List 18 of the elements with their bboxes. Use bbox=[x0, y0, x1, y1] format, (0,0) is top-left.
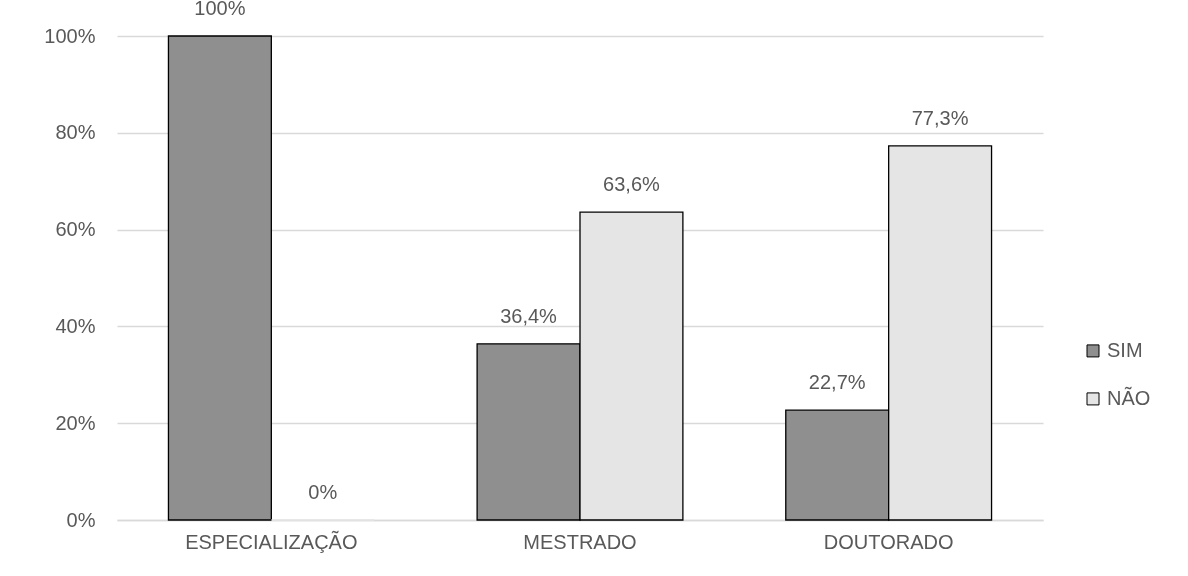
y-tick-label: 80% bbox=[55, 121, 96, 144]
x-tick-label: DOUTORADO bbox=[823, 530, 954, 553]
data-label: 36,4% bbox=[500, 304, 558, 327]
y-tick-label: 0% bbox=[66, 508, 96, 531]
y-tick-label: 60% bbox=[55, 218, 96, 241]
legend-label: NÃO bbox=[1107, 385, 1151, 409]
data-label: 100% bbox=[194, 0, 246, 19]
legend-label: SIM bbox=[1107, 338, 1143, 361]
data-label: 22,7% bbox=[808, 371, 866, 394]
y-tick-label: 40% bbox=[55, 314, 96, 337]
data-label: 0% bbox=[308, 481, 338, 503]
bar bbox=[167, 35, 272, 521]
x-tick-label: ESPECIALIZAÇÃO bbox=[185, 529, 358, 553]
data-label: 77,3% bbox=[911, 106, 969, 129]
data-label: 63,6% bbox=[603, 173, 661, 196]
y-tick-label: 20% bbox=[55, 411, 96, 434]
y-tick-label: 100% bbox=[44, 24, 96, 47]
x-tick-label: MESTRADO bbox=[523, 530, 637, 553]
